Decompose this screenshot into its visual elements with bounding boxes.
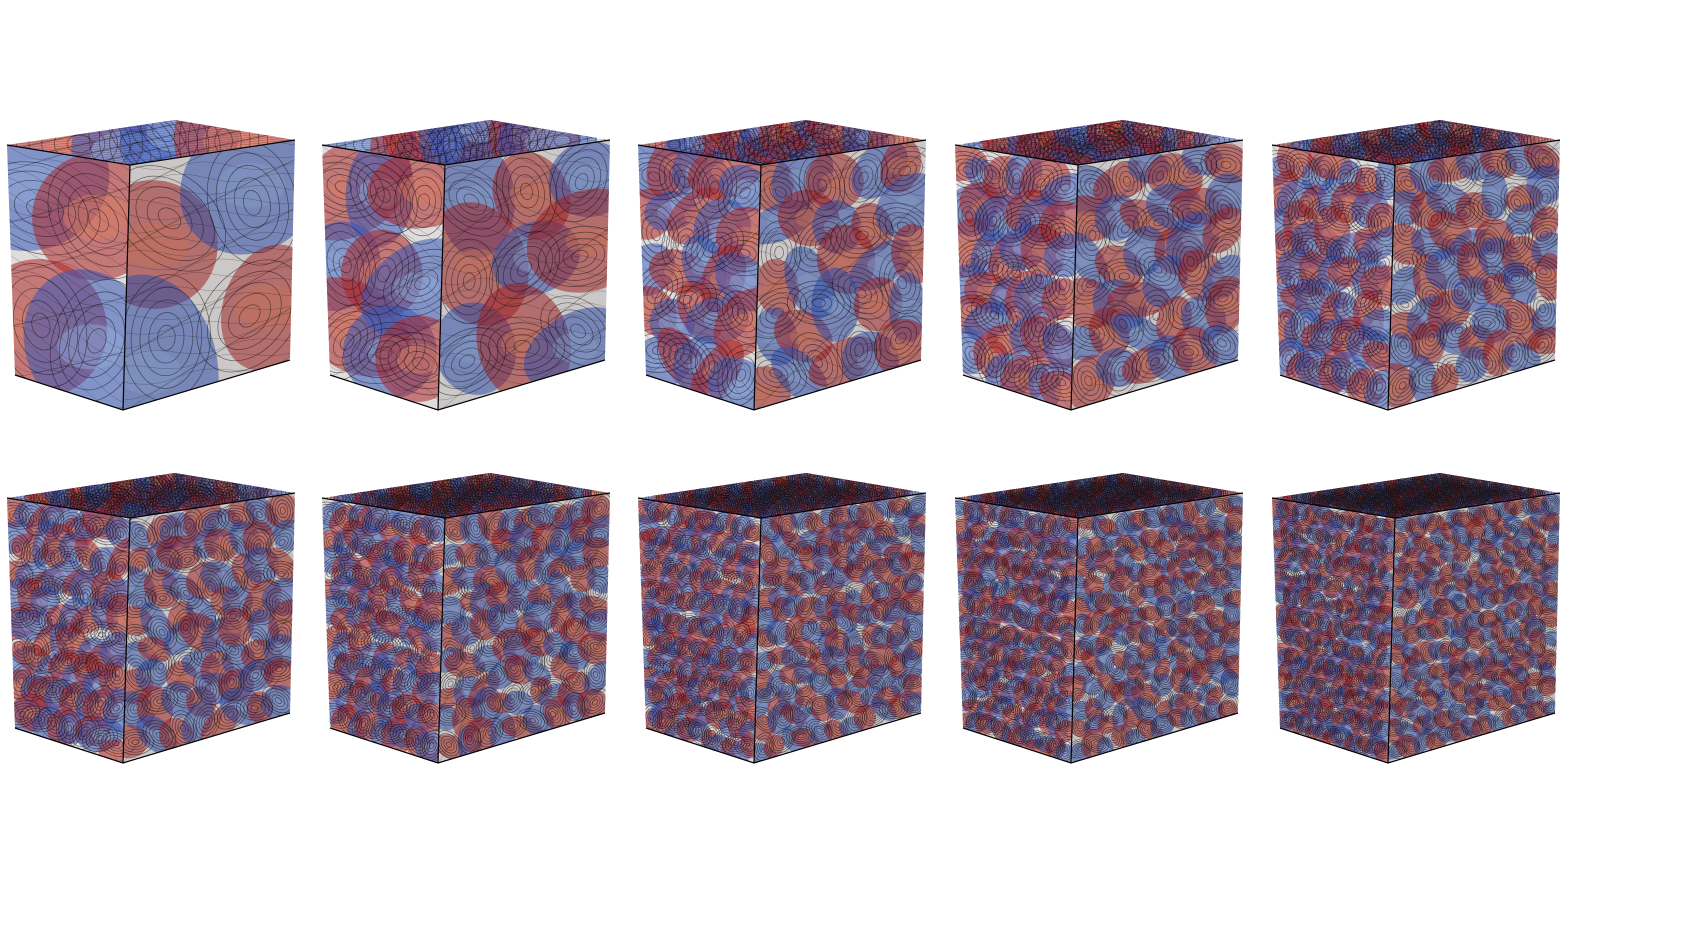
cube-face-left xyxy=(955,145,1078,410)
cube-svg xyxy=(321,120,611,411)
cube-svg xyxy=(637,120,927,411)
cube-svg xyxy=(637,473,927,764)
cube-svg xyxy=(954,120,1244,411)
cube-svg xyxy=(1271,120,1561,411)
cube-face-right xyxy=(1071,140,1243,410)
cube-visualization-r2c5 xyxy=(1270,458,1570,778)
cube-svg xyxy=(6,120,296,411)
cube-face-right xyxy=(1071,493,1243,763)
cube-visualization-r2c3 xyxy=(636,458,936,778)
cube-svg xyxy=(954,473,1244,764)
cube-edges xyxy=(637,492,927,764)
cube-visualization-r1c3 xyxy=(636,105,936,425)
cube-face-left xyxy=(322,498,445,763)
cube-visualization-r2c1 xyxy=(5,458,305,778)
cube-svg xyxy=(6,473,296,764)
cube-face-right xyxy=(754,493,926,763)
cube-visualization-r2c4 xyxy=(953,458,1253,778)
cube-face-left xyxy=(638,145,761,410)
cube-svg xyxy=(321,473,611,764)
cube-edges xyxy=(321,492,611,764)
cube-edges xyxy=(954,139,1244,411)
cube-edges xyxy=(637,139,927,411)
cube-visualization-r1c2 xyxy=(320,105,620,425)
cube-edges xyxy=(321,139,611,411)
cube-edges xyxy=(6,139,296,411)
cube-visualization-r1c5 xyxy=(1270,105,1570,425)
cube-face-top xyxy=(322,473,610,518)
cube-face-left xyxy=(638,498,761,763)
cube-face-right xyxy=(438,140,610,410)
cube-edges xyxy=(6,492,296,764)
cube-edges xyxy=(954,492,1244,764)
cube-face-left xyxy=(955,498,1078,763)
cube-face-right xyxy=(1388,493,1560,763)
cube-face-right xyxy=(438,493,610,763)
cube-svg xyxy=(1271,473,1561,764)
cube-visualization-r1c1 xyxy=(5,105,305,425)
cube-face-right xyxy=(1388,140,1560,410)
cube-visualization-r2c2 xyxy=(320,458,620,778)
cube-face-right xyxy=(754,140,926,410)
cube-edges xyxy=(1271,492,1561,764)
cube-visualization-r1c4 xyxy=(953,105,1253,425)
cube-face-right xyxy=(123,493,295,763)
cube-edges xyxy=(1271,139,1561,411)
